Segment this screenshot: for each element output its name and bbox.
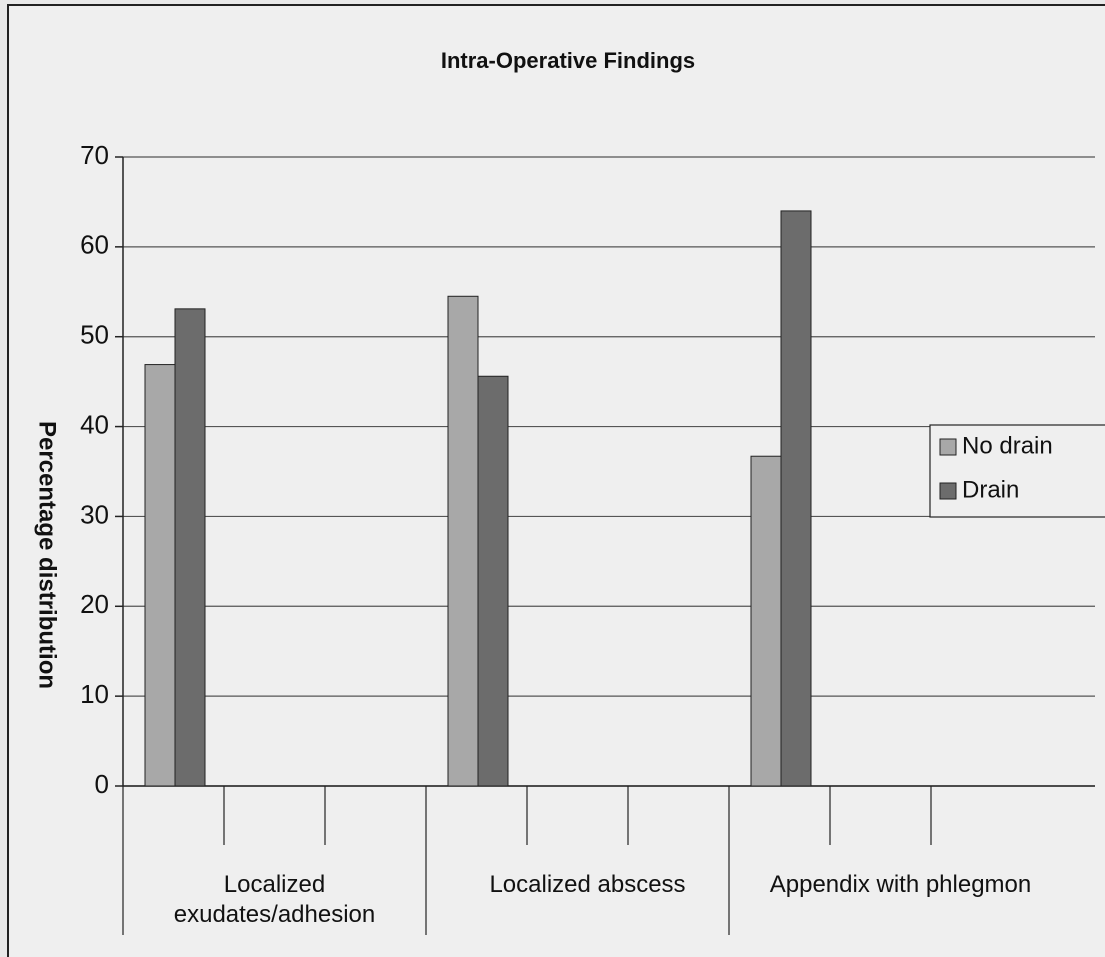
legend-label: Drain (962, 476, 1019, 503)
y-tick-label: 10 (80, 679, 109, 709)
bar (750, 455, 782, 787)
legend-box (929, 424, 1105, 518)
x-tick-label: Localized abscess (489, 871, 686, 898)
x-tick-label: Localized exudates/adhesion (173, 871, 376, 928)
bar (144, 364, 176, 787)
y-tick-label: 50 (80, 320, 109, 350)
bar (174, 308, 206, 787)
y-tick-label: 20 (80, 589, 109, 619)
y-tick-label: 40 (80, 409, 109, 439)
y-tick-label: 30 (80, 499, 109, 529)
y-tick-label: 0 (95, 769, 109, 799)
x-tick-label: Appendix with phlegmon (769, 871, 1032, 898)
legend-swatch (939, 482, 957, 500)
legend-label: No drain (962, 432, 1053, 459)
y-tick-label: 60 (80, 230, 109, 260)
legend-swatch (939, 438, 957, 456)
y-tick-label: 70 (80, 140, 109, 170)
bar (477, 375, 509, 787)
bar (447, 295, 479, 787)
bar (780, 210, 812, 787)
y-axis-label: Percentage distribution (34, 421, 61, 689)
chart-title: Intra-Operative Findings (441, 48, 695, 73)
